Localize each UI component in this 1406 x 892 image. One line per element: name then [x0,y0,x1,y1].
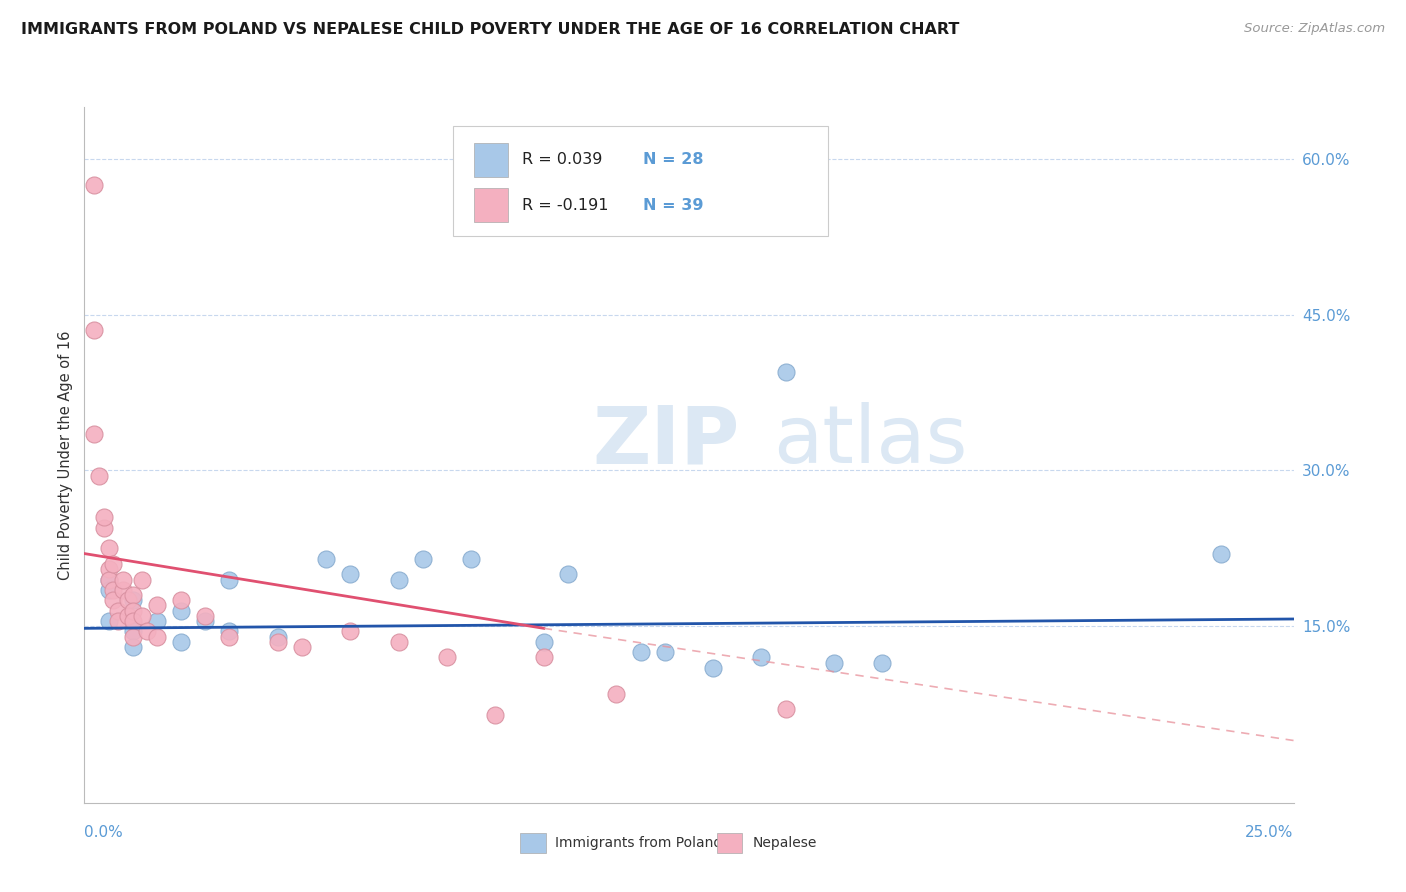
Point [146,599,169,613]
Point [557,567,579,582]
Point [121,630,143,644]
Point [83,323,105,337]
Point [121,640,143,654]
Text: IMMIGRANTS FROM POLAND VS NEPALESE CHILD POVERTY UNDER THE AGE OF 16 CORRELATION: IMMIGRANTS FROM POLAND VS NEPALESE CHILD… [21,22,959,37]
Point [388,573,411,587]
Point [121,588,143,602]
Point [823,656,845,670]
Point [339,567,361,582]
Point [194,608,217,623]
Point [775,365,797,379]
Point [136,624,159,639]
Text: N = 39: N = 39 [643,198,703,212]
Point [339,624,361,639]
Text: R = 0.039: R = 0.039 [522,153,602,168]
Point [654,645,676,659]
Point [107,604,129,618]
Point [103,557,125,571]
Point [97,582,120,597]
Point [107,614,129,628]
Point [267,630,290,644]
Point [218,630,240,644]
Text: 25.0%: 25.0% [1246,825,1294,840]
Point [112,582,135,597]
Text: N = 28: N = 28 [643,153,703,168]
Point [751,650,773,665]
Point [121,593,143,607]
Point [97,573,120,587]
Point [291,640,314,654]
Point [112,573,135,587]
Text: atlas: atlas [773,402,967,480]
Text: Immigrants from Poland: Immigrants from Poland [555,836,723,850]
Point [194,614,217,628]
Point [121,614,143,628]
Point [170,604,193,618]
Point [97,541,120,556]
Point [121,624,143,639]
Point [103,582,125,597]
Point [872,656,894,670]
Point [388,635,411,649]
Point [702,661,724,675]
Point [131,573,153,587]
Text: Source: ZipAtlas.com: Source: ZipAtlas.com [1244,22,1385,36]
Text: ZIP: ZIP [592,402,740,480]
Point [83,427,105,442]
Point [630,645,652,659]
Point [775,702,797,716]
Point [117,593,139,607]
Point [103,593,125,607]
Point [93,510,115,524]
Point [315,551,337,566]
Point [146,630,169,644]
Point [87,468,110,483]
Point [121,604,143,618]
Point [131,608,153,623]
Point [267,635,290,649]
Point [412,551,434,566]
Point [533,635,555,649]
Point [460,551,482,566]
Point [605,687,627,701]
Point [93,520,115,534]
Point [97,562,120,576]
Point [170,635,193,649]
Bar [474,144,508,177]
Point [146,614,169,628]
Bar [474,188,508,222]
Point [97,614,120,628]
Text: Nepalese: Nepalese [752,836,817,850]
Point [117,608,139,623]
Point [170,593,193,607]
Point [218,573,240,587]
Text: 0.0%: 0.0% [84,825,124,840]
Point [436,650,458,665]
Point [1209,547,1232,561]
Point [218,624,240,639]
Text: R = -0.191: R = -0.191 [522,198,609,212]
Point [83,178,105,192]
FancyBboxPatch shape [453,126,828,235]
Point [484,707,506,722]
Y-axis label: Child Poverty Under the Age of 16: Child Poverty Under the Age of 16 [58,330,73,580]
Point [97,573,120,587]
Point [533,650,555,665]
